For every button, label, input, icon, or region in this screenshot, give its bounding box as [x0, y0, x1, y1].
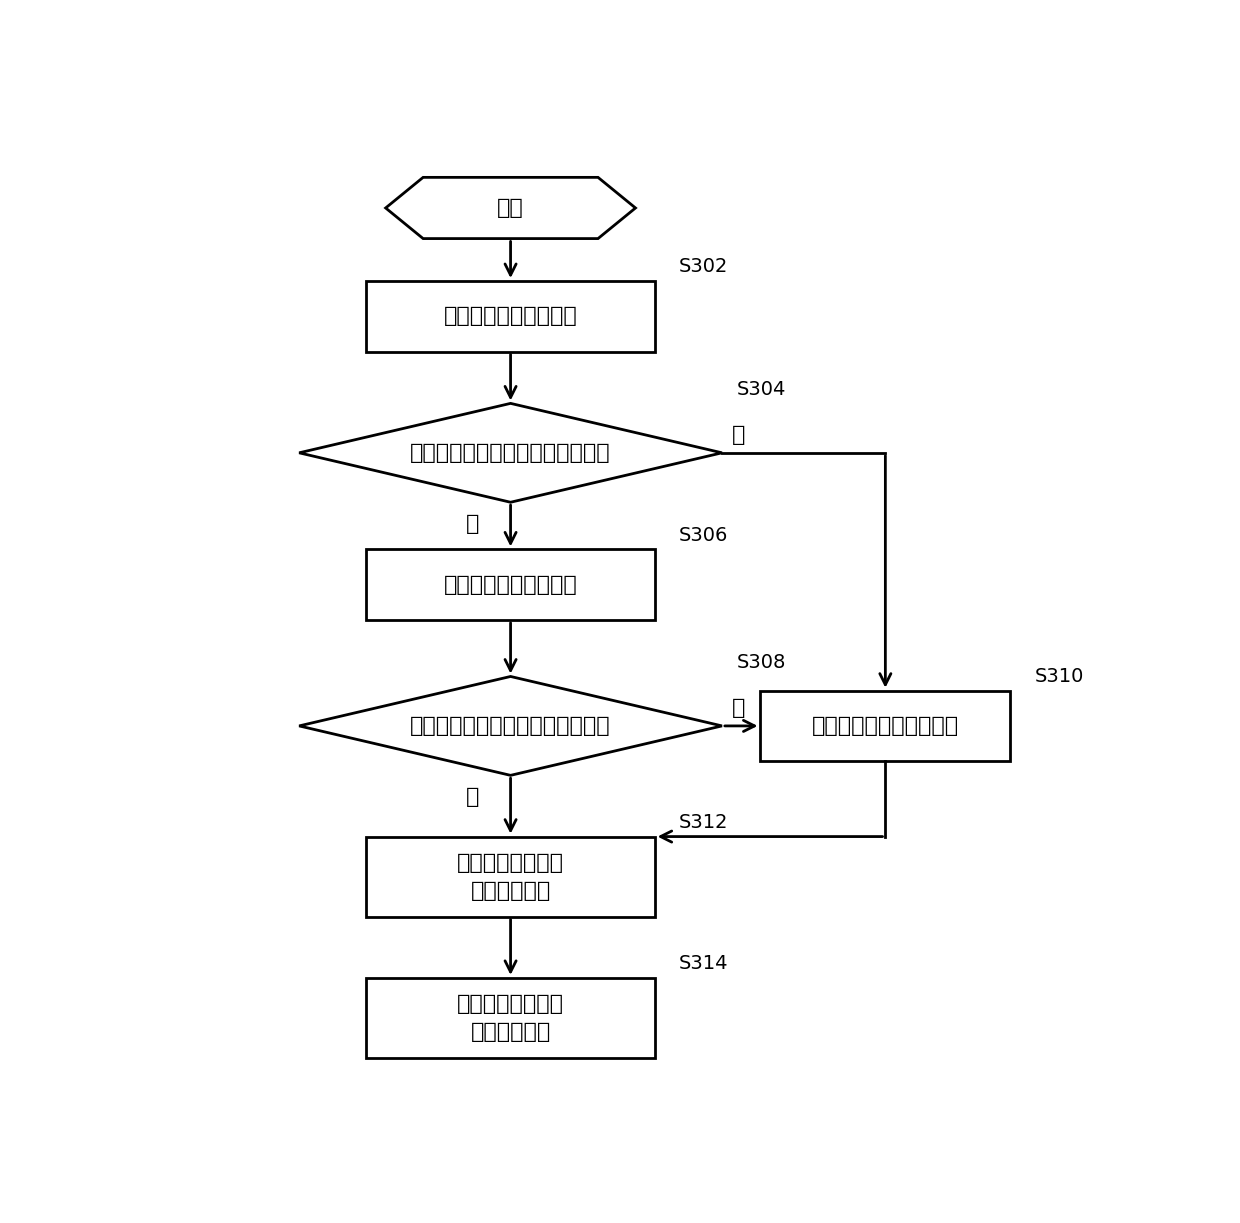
Polygon shape [386, 177, 635, 238]
Text: 开始: 开始 [497, 198, 525, 218]
Text: S314: S314 [678, 954, 728, 974]
Bar [760, 691, 1011, 761]
Text: 是: 是 [465, 786, 479, 807]
Bar [367, 837, 655, 916]
Text: S304: S304 [737, 379, 786, 399]
Text: S312: S312 [678, 813, 728, 832]
Bar [367, 281, 655, 351]
Text: S310: S310 [1034, 667, 1084, 686]
Text: 压缩机运行频率是否小于预设频率: 压缩机运行频率是否小于预设频率 [410, 443, 611, 462]
Text: 检测压缩机的运行频率: 检测压缩机的运行频率 [444, 306, 578, 327]
Bar [367, 978, 655, 1058]
Text: 开启外风机并持续
第一预设时间: 开启外风机并持续 第一预设时间 [458, 852, 564, 900]
Text: 是: 是 [465, 514, 479, 533]
Text: 关闭外风机并持续
第二预设时间: 关闭外风机并持续 第二预设时间 [458, 994, 564, 1042]
Text: 否: 否 [732, 698, 745, 718]
Text: S306: S306 [678, 526, 728, 544]
Text: 压缩机排气温度是否小于预设温度: 压缩机排气温度是否小于预设温度 [410, 715, 611, 736]
Bar [367, 549, 655, 620]
Text: S308: S308 [737, 653, 786, 671]
Text: 否: 否 [732, 426, 745, 445]
Polygon shape [299, 404, 722, 503]
Polygon shape [299, 676, 722, 775]
Text: S302: S302 [678, 257, 728, 276]
Text: 驱动外风机保持开启状态: 驱动外风机保持开启状态 [812, 715, 959, 736]
Text: 检测压缩机的排气温度: 检测压缩机的排气温度 [444, 575, 578, 594]
